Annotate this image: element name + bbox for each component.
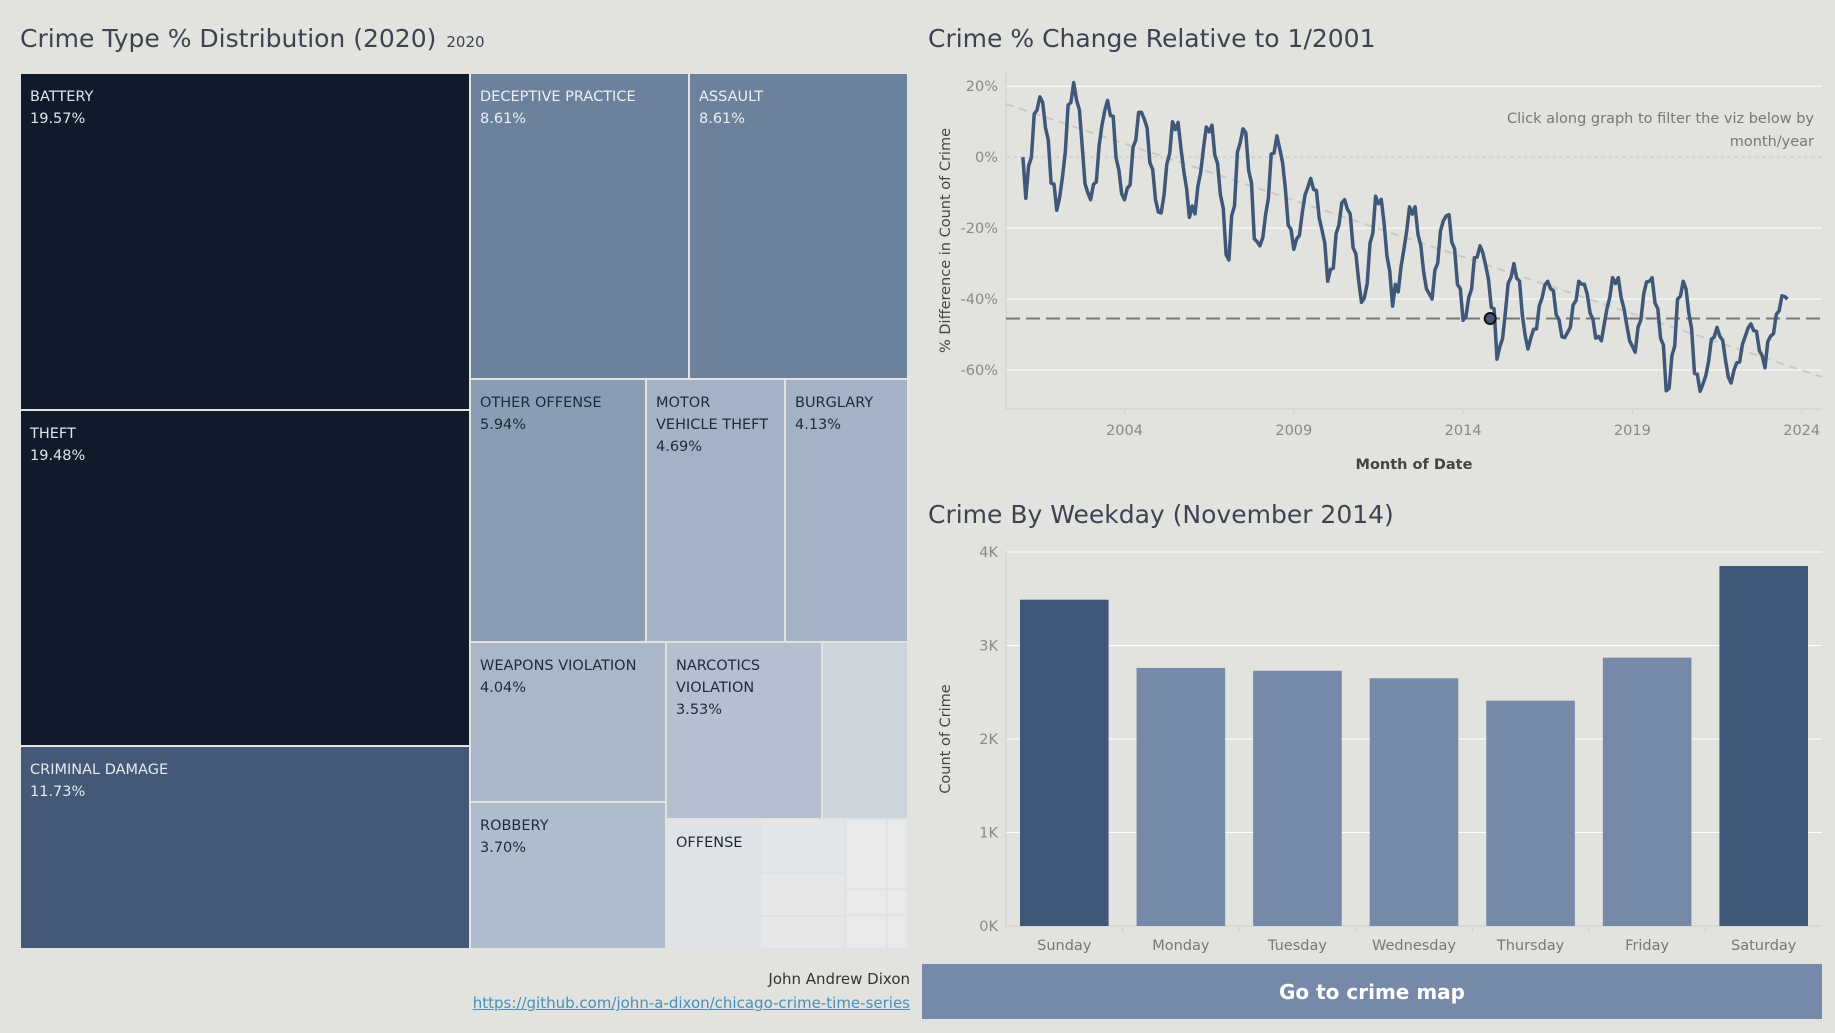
treemap-tile-motor-vehicle-theft[interactable]: MOTOR VEHICLE THEFT 4.69% [646, 379, 785, 642]
x-tick-label: Friday [1625, 938, 1669, 954]
hint-line-2: month/year [1729, 134, 1814, 150]
y-axis-label: % Difference in Count of Crime [938, 128, 954, 353]
y-tick-label: 0K [979, 919, 998, 935]
bar-monday[interactable] [1136, 667, 1226, 926]
treemap-tile-minor[interactable] [845, 915, 887, 949]
treemap-tile-criminal-damage[interactable]: CRIMINAL DAMAGE 11.73% [20, 746, 470, 949]
treemap-tile-percent: 4.04% [480, 680, 527, 696]
x-tick-label: Wednesday [1372, 938, 1456, 954]
y-tick-label: 0% [975, 150, 998, 166]
treemap-tile-minor[interactable] [845, 819, 887, 889]
bar-wednesday[interactable] [1369, 678, 1459, 926]
treemap-tile-deceptive-practice[interactable]: DECEPTIVE PRACTICE 8.61% [470, 73, 689, 379]
bar-sunday[interactable] [1019, 599, 1109, 926]
treemap-year-tag: 2020 [446, 33, 485, 51]
x-tick-label: 2009 [1275, 423, 1312, 439]
treemap-tile-label: MOTOR VEHICLE THEFT [656, 395, 769, 433]
treemap-title: Crime Type % Distribution (2020) 2020 [20, 24, 485, 53]
treemap-tile-percent: 19.48% [30, 448, 86, 464]
crime-type-treemap[interactable]: BATTERY 19.57% THEFT 19.48% CRIMINAL DAMAGE 1… [20, 73, 908, 949]
bar-chart-title: Crime By Weekday (November 2014) [928, 500, 1394, 529]
x-tick-label: 2019 [1614, 423, 1651, 439]
treemap-tile-percent: 8.61% [699, 111, 746, 127]
treemap-tile-percent: 8.61% [480, 111, 527, 127]
y-tick-label: -60% [961, 363, 998, 379]
x-axis-label: Month of Date [1356, 457, 1473, 473]
x-tick-label: Thursday [1496, 938, 1565, 954]
crime-change-line-chart[interactable]: 20% 0% -20% -40% -60% 2004 2009 2014 2019 2024 Mon… [920, 60, 1830, 480]
treemap-tile-percent: 11.73% [30, 784, 86, 800]
treemap-tile-label: NARCOTICS VIOLATION [676, 658, 761, 696]
line-chart-hint: Click along graph to filter the viz belo… [1420, 108, 1814, 154]
bar-saturday[interactable] [1719, 566, 1809, 926]
treemap-tile-robbery[interactable]: ROBBERY 3.70% [470, 802, 666, 949]
y-tick-label: 2K [979, 732, 998, 748]
treemap-tile-label: ASSAULT [699, 89, 764, 105]
crime-map-button[interactable]: Go to crime map [922, 964, 1822, 1019]
treemap-tile-minor[interactable] [845, 889, 887, 915]
x-tick-label: Sunday [1037, 938, 1092, 954]
y-axis-label: Count of Crime [938, 684, 954, 793]
treemap-tile-minor[interactable] [760, 916, 845, 949]
treemap-tile-percent: 3.53% [676, 702, 723, 718]
treemap-tile-minor[interactable] [760, 819, 845, 873]
treemap-tile-weapons-violation[interactable]: WEAPONS VIOLATION 4.04% [470, 642, 666, 802]
treemap-tile-label: WEAPONS VIOLATION [480, 658, 637, 674]
treemap-tile-narcotics-violation[interactable]: NARCOTICS VIOLATION 3.53% [666, 642, 822, 819]
treemap-tile-other-offense[interactable]: OTHER OFFENSE 5.94% [470, 379, 646, 642]
crime-change-series-line [1021, 80, 1789, 394]
bar-thursday[interactable] [1486, 700, 1575, 926]
selected-point-marker [1483, 312, 1497, 326]
bar-friday[interactable] [1602, 657, 1692, 926]
treemap-tile-minor[interactable] [887, 915, 908, 949]
treemap-tile-assault[interactable]: ASSAULT 8.61% [689, 73, 908, 379]
treemap-tile-label: DECEPTIVE PRACTICE [480, 89, 636, 105]
author-name: John Andrew Dixon [768, 970, 910, 988]
hint-line-1: Click along graph to filter the viz belo… [1506, 111, 1814, 127]
y-tick-label: -40% [961, 292, 998, 308]
bar-tuesday[interactable] [1253, 670, 1342, 926]
trend-line [1005, 102, 1823, 379]
y-tick-label: 3K [979, 639, 998, 655]
treemap-tile-offense[interactable]: OFFENSE [666, 819, 760, 949]
treemap-tile-burglary[interactable]: BURGLARY 4.13% [785, 379, 908, 642]
y-tick-label: 4K [979, 545, 998, 561]
treemap-tile-percent: 3.70% [480, 840, 527, 856]
treemap-tile-label: ROBBERY [480, 818, 549, 834]
x-tick-label: 2014 [1445, 423, 1482, 439]
y-tick-label: 1K [979, 826, 998, 842]
treemap-tile-percent: 19.57% [30, 111, 86, 127]
treemap-tile-label: CRIMINAL DAMAGE [30, 762, 169, 778]
treemap-tile-label: BURGLARY [795, 395, 874, 411]
x-tick-label: Monday [1152, 938, 1210, 954]
treemap-tile-percent: 5.94% [480, 417, 527, 433]
weekday-bar-chart[interactable]: 0K 1K 2K 3K 4K Sunday Monday Tuesday Wednesday Th… [920, 540, 1830, 960]
treemap-tile-percent: 4.69% [656, 439, 703, 455]
y-tick-label: -20% [961, 221, 998, 237]
treemap-tile-label: OTHER OFFENSE [480, 395, 602, 411]
treemap-tile-minor[interactable] [760, 873, 845, 916]
x-tick-label: Tuesday [1267, 938, 1327, 954]
github-link[interactable]: https://github.com/john-a-dixon/chicago-… [472, 994, 910, 1012]
treemap-tile-minor[interactable] [887, 889, 908, 915]
treemap-tile-label: OFFENSE [676, 835, 743, 851]
treemap-tile-minor[interactable] [822, 642, 908, 819]
treemap-tile-battery[interactable]: BATTERY 19.57% [20, 73, 470, 410]
x-tick-label: 2024 [1783, 423, 1820, 439]
treemap-title-text: Crime Type % Distribution (2020) [20, 24, 437, 53]
treemap-tile-label: BATTERY [30, 89, 94, 105]
y-tick-label: 20% [966, 79, 998, 95]
treemap-tile-label: THEFT [30, 426, 76, 442]
x-tick-label: Saturday [1731, 938, 1797, 954]
treemap-tile-percent: 4.13% [795, 417, 842, 433]
treemap-tile-theft[interactable]: THEFT 19.48% [20, 410, 470, 746]
x-tick-label: 2004 [1106, 423, 1143, 439]
treemap-tile-minor[interactable] [887, 819, 908, 889]
line-chart-title: Crime % Change Relative to 1/2001 [928, 24, 1376, 53]
